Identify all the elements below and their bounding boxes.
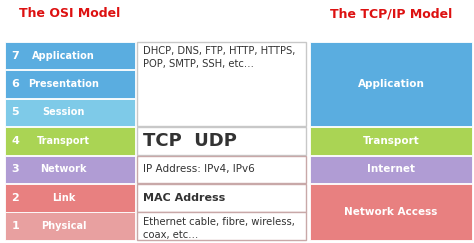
Text: 7: 7 <box>11 51 19 61</box>
Text: TCP  UDP: TCP UDP <box>143 132 237 150</box>
FancyBboxPatch shape <box>310 42 472 126</box>
Text: 4: 4 <box>11 136 19 146</box>
FancyBboxPatch shape <box>5 70 135 98</box>
Text: 3: 3 <box>11 165 19 174</box>
Text: 1: 1 <box>11 221 19 231</box>
FancyBboxPatch shape <box>5 127 135 155</box>
FancyBboxPatch shape <box>137 212 306 240</box>
Text: Application: Application <box>32 51 95 61</box>
Text: Presentation: Presentation <box>28 79 99 89</box>
Text: DHCP, DNS, FTP, HTTP, HTTPS,
POP, SMTP, SSH, etc…: DHCP, DNS, FTP, HTTP, HTTPS, POP, SMTP, … <box>143 46 295 69</box>
Text: Internet: Internet <box>367 165 415 174</box>
FancyBboxPatch shape <box>137 156 306 183</box>
FancyBboxPatch shape <box>310 156 472 183</box>
FancyBboxPatch shape <box>310 184 472 240</box>
Text: Link: Link <box>52 193 75 203</box>
FancyBboxPatch shape <box>137 42 306 126</box>
Text: Session: Session <box>42 107 84 117</box>
Text: Transport: Transport <box>363 136 419 146</box>
Text: 5: 5 <box>11 107 19 117</box>
Text: Network Access: Network Access <box>345 207 438 217</box>
FancyBboxPatch shape <box>5 99 135 126</box>
Text: Application: Application <box>357 79 425 89</box>
FancyBboxPatch shape <box>5 212 135 240</box>
Text: Physical: Physical <box>41 221 86 231</box>
Text: Network: Network <box>40 165 87 174</box>
Text: 6: 6 <box>11 79 19 89</box>
Text: MAC Address: MAC Address <box>143 193 226 203</box>
Text: Ethernet cable, fibre, wireless,
coax, etc…: Ethernet cable, fibre, wireless, coax, e… <box>143 217 295 240</box>
FancyBboxPatch shape <box>5 42 135 69</box>
Text: IP Address: IPv4, IPv6: IP Address: IPv4, IPv6 <box>143 165 255 174</box>
FancyBboxPatch shape <box>310 127 472 155</box>
FancyBboxPatch shape <box>5 184 135 212</box>
Text: 2: 2 <box>11 193 19 203</box>
FancyBboxPatch shape <box>137 184 306 212</box>
Text: The TCP/IP Model: The TCP/IP Model <box>330 7 452 20</box>
FancyBboxPatch shape <box>5 156 135 183</box>
FancyBboxPatch shape <box>137 127 306 155</box>
Text: Transport: Transport <box>37 136 90 146</box>
Text: The OSI Model: The OSI Model <box>19 7 120 20</box>
